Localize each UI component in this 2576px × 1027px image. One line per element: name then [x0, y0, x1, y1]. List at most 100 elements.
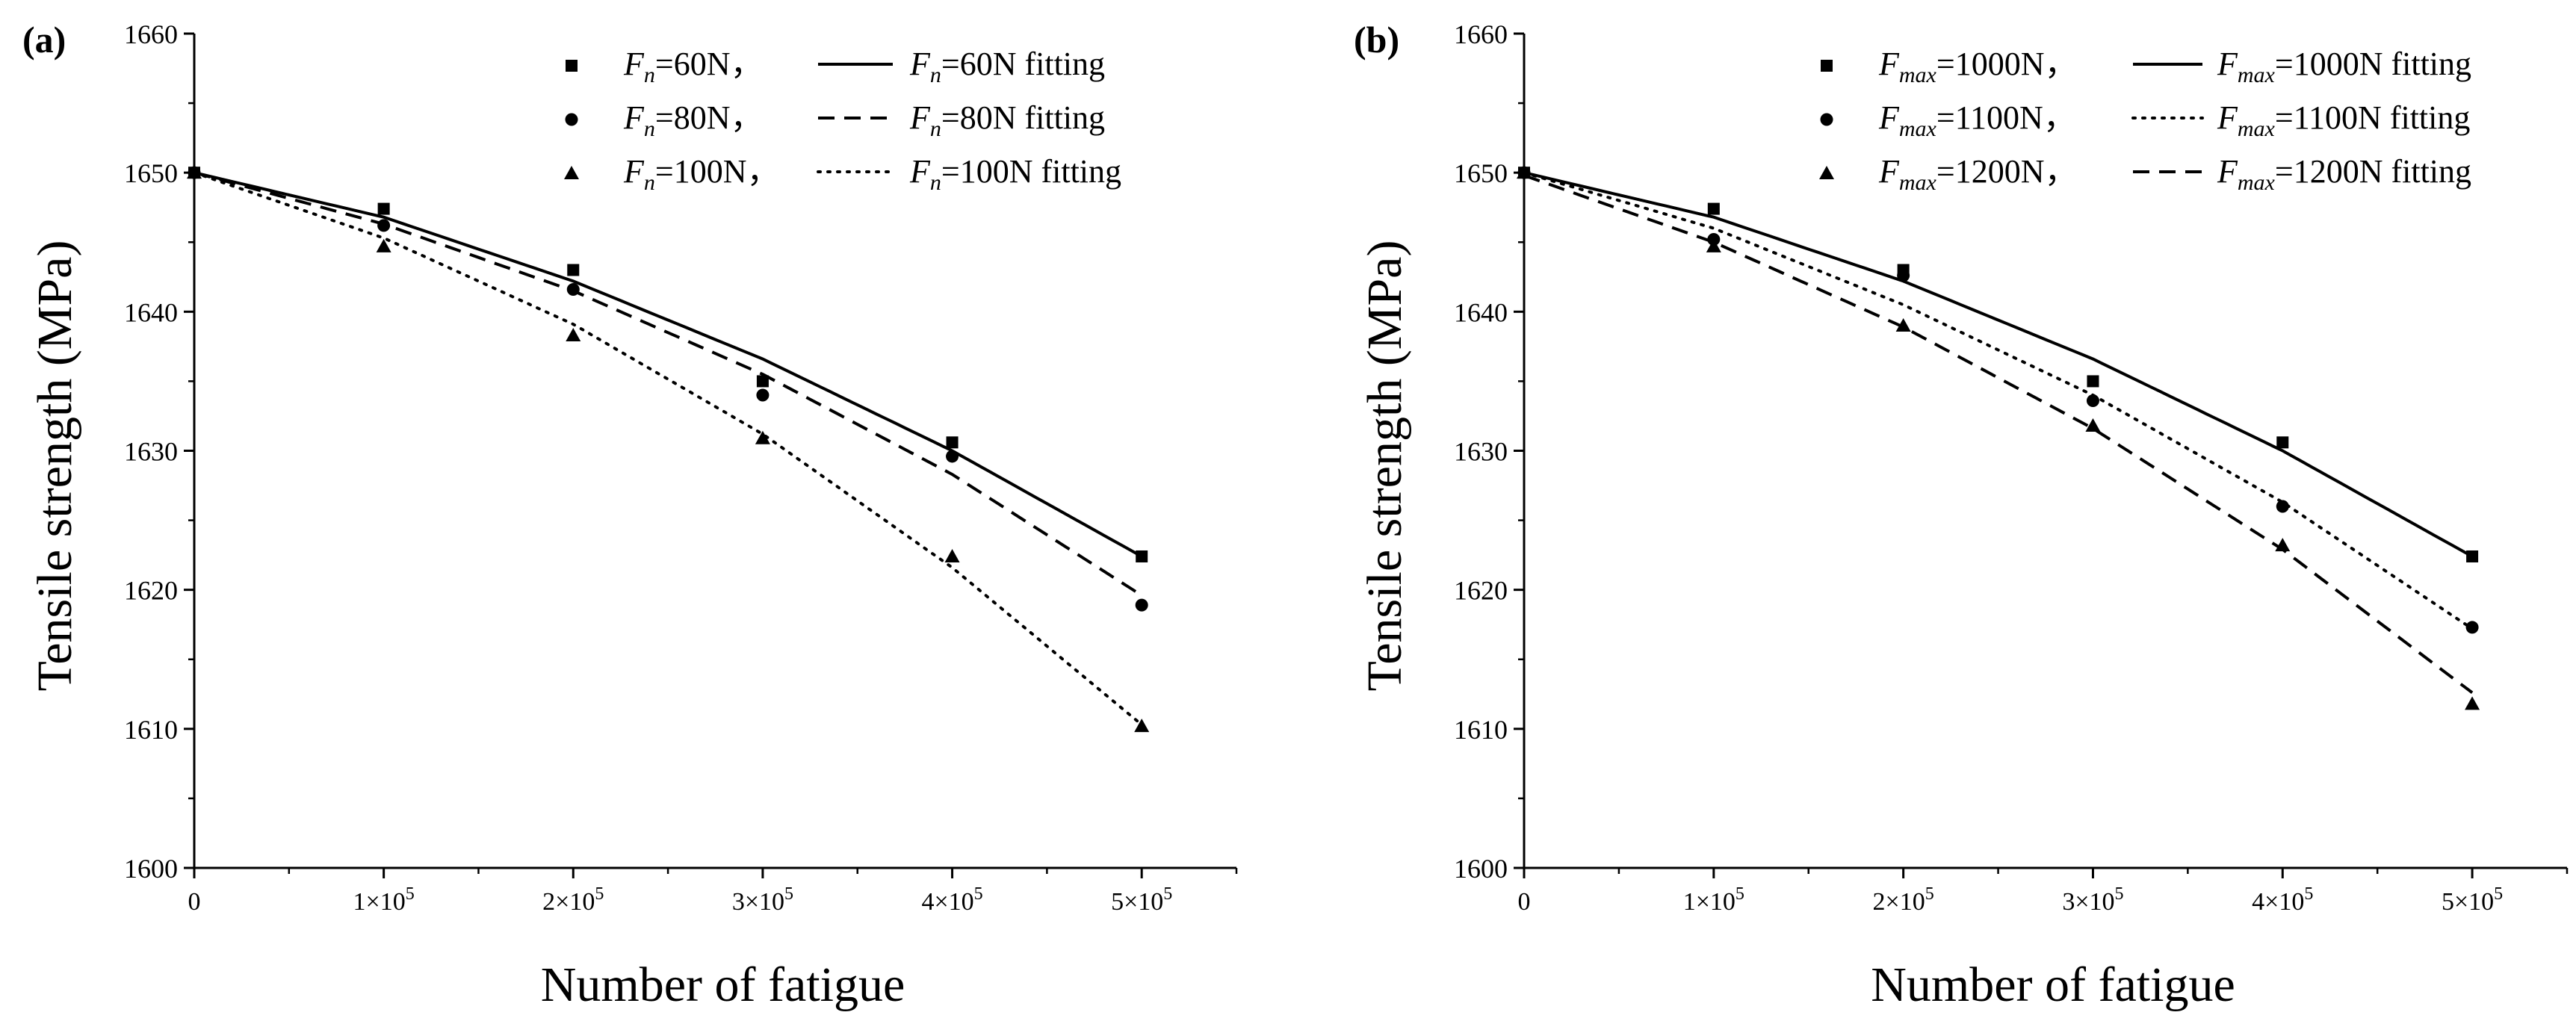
legend-fit-label: Fmax=1100N fitting [2217, 99, 2470, 141]
y-tick-label: 1630 [124, 437, 178, 467]
data-point [187, 165, 202, 179]
series-triangle [187, 165, 1150, 733]
data-point [946, 450, 959, 463]
legend-marker [564, 166, 579, 179]
fit-line [193, 171, 1143, 597]
x-tick-label: 0 [188, 888, 201, 916]
x-tick-exponent: 5 [2115, 884, 2124, 904]
data-point [1707, 202, 1720, 215]
legend-marker [566, 60, 578, 72]
x-tick-exponent: 5 [1736, 884, 1744, 904]
y-tick-label: 1620 [124, 576, 178, 606]
data-point [756, 375, 769, 388]
legend-label: Fn=100N， [623, 153, 779, 195]
y-tick-label: 1610 [1454, 715, 1508, 745]
data-point [2465, 696, 2480, 710]
x-tick-label: 4×105 [2252, 884, 2313, 916]
series-square [1518, 167, 2479, 562]
y-axis-title: Tensile strength (MPa) [1357, 241, 1412, 692]
legend-marker [1821, 60, 1833, 72]
x-tick-exponent: 5 [1163, 884, 1172, 904]
panel-a: (a) 1600 1610 1620 1630 1640 1650 1660 0 1×105 2×1… [22, 19, 1238, 1012]
data-point [755, 430, 770, 444]
legend-label: Fmax=1100N， [1878, 99, 2076, 141]
data-point [944, 548, 960, 562]
data-point [377, 202, 390, 215]
y-tick-label: 1640 [124, 297, 178, 327]
x-axis-title: Number of fatigue [541, 958, 905, 1012]
data-point [1895, 317, 1911, 332]
y-tick-label: 1600 [1454, 854, 1508, 884]
fit-line [1523, 171, 2474, 558]
series-circle [1517, 166, 2479, 634]
x-tick-exponent: 5 [784, 884, 793, 904]
x-tick-exponent: 5 [974, 884, 983, 904]
y-tick-label: 1650 [1454, 158, 1508, 188]
data-point [2465, 621, 2479, 634]
x-tick-label: 3×105 [732, 884, 793, 916]
legend-marker [565, 113, 578, 126]
fit-line [193, 171, 1143, 558]
y-tick-label: 1650 [124, 158, 178, 188]
x-tick-exponent: 5 [1925, 884, 1934, 904]
panel-b: (b) 1600 1610 1620 1630 1640 1650 1660 0 1×105 2×1… [1354, 19, 2569, 1012]
series-circle [188, 166, 1148, 612]
legend-fit-label: Fn=60N fitting [909, 46, 1105, 87]
x-tick-label: 0 [1518, 888, 1531, 916]
data-point [2276, 436, 2289, 449]
data-point [946, 436, 959, 449]
data-point [2087, 375, 2099, 388]
data-point [1706, 238, 1721, 252]
x-tick-label: 3×105 [2062, 884, 2123, 916]
x-tick-exponent: 5 [595, 884, 604, 904]
data-point [566, 327, 581, 341]
data-point [1136, 550, 1148, 562]
y-axis-title: Tensile strength (MPa) [28, 241, 82, 692]
data-point [1134, 719, 1150, 733]
legend-label: Fn=80N， [623, 99, 763, 141]
legend-marker [1820, 113, 1833, 126]
y-tick-label: 1660 [1454, 19, 1508, 49]
legend-label: Fmax=1000N， [1878, 46, 2077, 87]
legend-label: Fn=60N， [623, 46, 763, 87]
y-tick-label: 1640 [1454, 297, 1508, 327]
data-point [2086, 394, 2099, 407]
legend-fit-label: Fn=100N fitting [909, 153, 1121, 195]
x-tick-label: 1×105 [1683, 884, 1744, 916]
legend-fit-label: Fn=80N fitting [909, 99, 1105, 141]
data-point [2275, 538, 2291, 552]
x-tick-exponent: 5 [2494, 884, 2503, 904]
series-square [188, 167, 1148, 562]
data-point [2085, 418, 2101, 432]
data-point [756, 388, 770, 402]
fit-line [1523, 171, 2474, 630]
y-tick-label: 1620 [1454, 576, 1508, 606]
x-tick-exponent: 5 [2304, 884, 2313, 904]
data-point [2276, 500, 2289, 513]
y-tick-label: 1630 [1454, 437, 1508, 467]
y-tick-label: 1610 [124, 715, 178, 745]
y-tick-label: 1660 [124, 19, 178, 49]
data-point [2466, 550, 2479, 562]
x-tick-label: 2×105 [542, 884, 604, 916]
y-tick-label: 1600 [124, 854, 178, 884]
x-tick-label: 4×105 [921, 884, 982, 916]
legend-marker [1819, 166, 1834, 179]
legend-label: Fmax=1200N， [1878, 153, 2077, 195]
data-point [376, 238, 391, 252]
data-point [377, 219, 391, 232]
panel-label: (b) [1354, 19, 1399, 60]
data-point [566, 283, 580, 297]
data-point [1517, 165, 1532, 179]
x-tick-exponent: 5 [406, 884, 415, 904]
x-tick-label: 5×105 [2442, 884, 2503, 916]
x-axis-title: Number of fatigue [1871, 958, 2235, 1012]
panel-label: (a) [22, 19, 66, 60]
x-tick-label: 5×105 [1111, 884, 1172, 916]
x-tick-label: 2×105 [1873, 884, 1934, 916]
data-point [1897, 269, 1910, 282]
series-triangle [1517, 165, 2480, 710]
x-tick-label: 1×105 [353, 884, 415, 916]
legend-fit-label: Fmax=1200N fitting [2217, 153, 2471, 195]
